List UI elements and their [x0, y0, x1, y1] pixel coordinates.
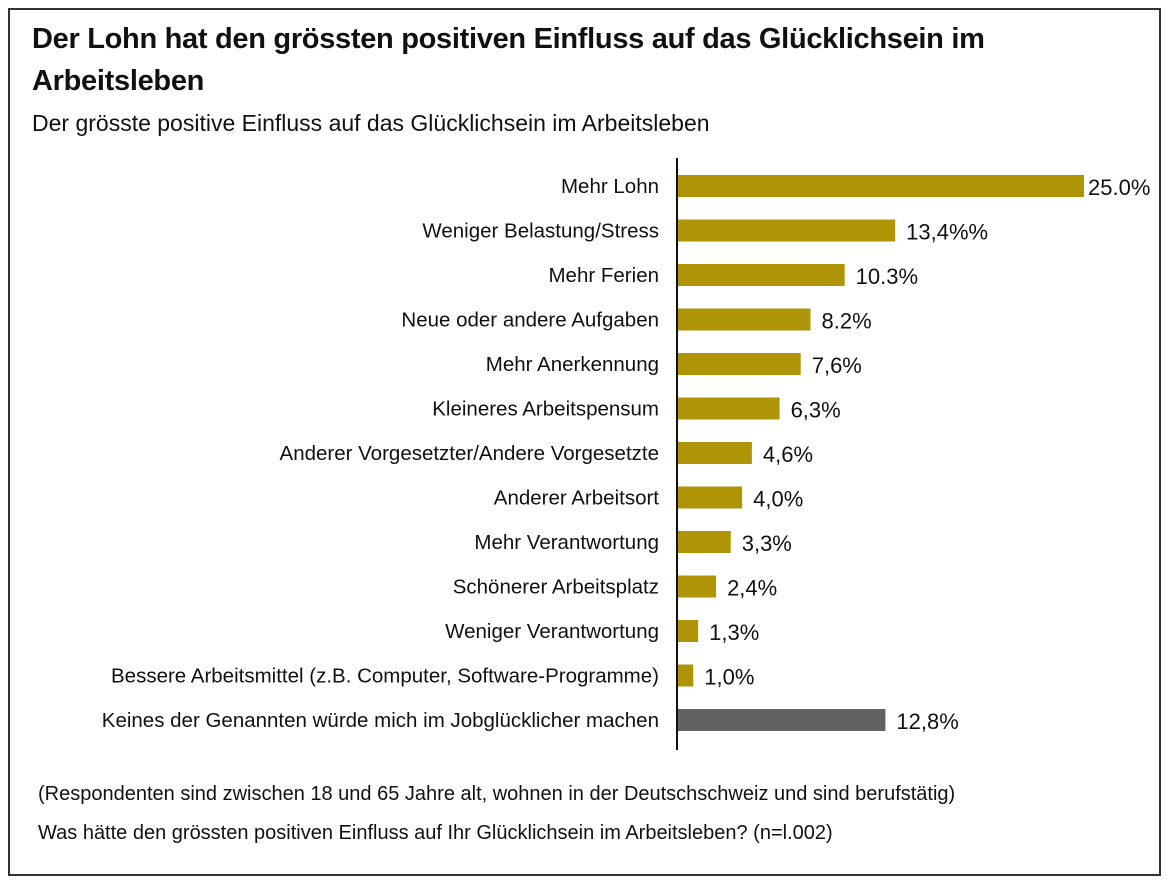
- category-label: Weniger Belastung/Stress: [422, 220, 659, 243]
- bar: [677, 709, 886, 731]
- value-label: 1,3%: [709, 620, 759, 645]
- footnote-respondents: (Respondenten sind zwischen 18 und 65 Ja…: [38, 783, 956, 805]
- bar: [677, 664, 694, 687]
- bar: [677, 486, 743, 509]
- category-label: Mehr Ferien: [548, 264, 659, 287]
- footnote-question: Was hätte den grössten positiven Einflus…: [38, 822, 833, 844]
- value-label: 2,4%: [727, 576, 777, 601]
- value-label: 10.3%: [856, 264, 918, 289]
- category-label: Kleineres Arbeitspensum: [432, 398, 659, 421]
- value-label: 1,0%: [704, 665, 754, 690]
- category-label: Bessere Arbeitsmittel (z.B. Computer, So…: [111, 665, 659, 688]
- bar: [677, 264, 845, 286]
- category-label: Mehr Verantwortung: [474, 531, 659, 554]
- bar: [677, 397, 780, 420]
- bar: [677, 353, 801, 375]
- value-label: 4,0%: [753, 487, 803, 512]
- category-label: Keines der Genannten würde mich im Jobgl…: [102, 709, 659, 732]
- value-label: 4,6%: [763, 442, 813, 467]
- value-label: 8.2%: [821, 309, 871, 334]
- category-label: Anderer Arbeitsort: [494, 487, 660, 510]
- bar: [677, 219, 896, 242]
- category-label: Neue oder andere Aufgaben: [401, 309, 659, 332]
- chart-subtitle: Der grösste positive Einfluss auf das Gl…: [32, 110, 710, 136]
- category-label: Schönerer Arbeitsplatz: [453, 576, 659, 599]
- chart-title: Der Lohn hat den grössten positiven Einf…: [32, 23, 985, 97]
- bar: [677, 620, 699, 642]
- value-label: 12,8%: [896, 709, 958, 734]
- chart-frame: [8, 8, 1161, 876]
- bar: [677, 308, 811, 331]
- category-label: Mehr Lohn: [561, 175, 659, 198]
- value-label: 3,3%: [742, 531, 792, 556]
- category-label: Weniger Verantwortung: [445, 620, 659, 643]
- value-label: 25.0%: [1088, 175, 1150, 200]
- bar: [677, 175, 1084, 197]
- value-label: 13,4%%: [906, 220, 988, 245]
- category-label: Mehr Anerkennung: [486, 353, 659, 376]
- value-label: 6,3%: [791, 398, 841, 423]
- bar: [677, 442, 752, 464]
- bar: [677, 531, 731, 553]
- category-label: Anderer Vorgesetzter/Andere Vorgesetzte: [280, 442, 659, 465]
- bar: [677, 575, 717, 598]
- value-label: 7,6%: [812, 353, 862, 378]
